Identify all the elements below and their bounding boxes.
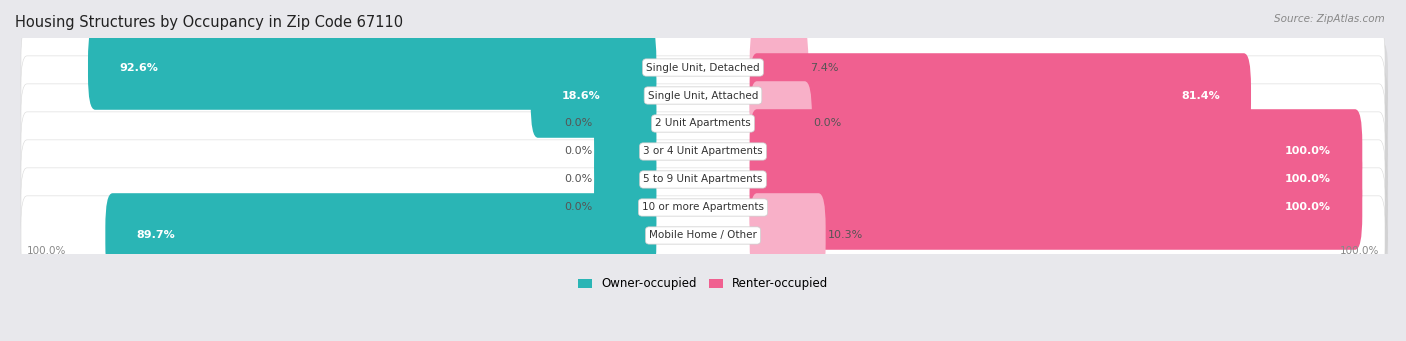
Text: 10.3%: 10.3% [828, 231, 863, 240]
Text: 7.4%: 7.4% [810, 62, 838, 73]
Text: 0.0%: 0.0% [814, 119, 842, 129]
Text: 100.0%: 100.0% [1285, 203, 1331, 212]
Text: Single Unit, Attached: Single Unit, Attached [648, 90, 758, 101]
FancyBboxPatch shape [595, 165, 657, 250]
Legend: Owner-occupied, Renter-occupied: Owner-occupied, Renter-occupied [572, 273, 834, 295]
Text: 100.0%: 100.0% [1285, 147, 1331, 157]
Text: 2 Unit Apartments: 2 Unit Apartments [655, 119, 751, 129]
FancyBboxPatch shape [89, 25, 657, 110]
FancyBboxPatch shape [24, 126, 1388, 205]
Text: Source: ZipAtlas.com: Source: ZipAtlas.com [1274, 14, 1385, 24]
FancyBboxPatch shape [24, 182, 1388, 261]
FancyBboxPatch shape [21, 56, 1385, 135]
FancyBboxPatch shape [21, 168, 1385, 247]
Text: 100.0%: 100.0% [27, 246, 66, 256]
Text: Housing Structures by Occupancy in Zip Code 67110: Housing Structures by Occupancy in Zip C… [15, 15, 404, 30]
Text: 0.0%: 0.0% [564, 119, 592, 129]
Text: 3 or 4 Unit Apartments: 3 or 4 Unit Apartments [643, 147, 763, 157]
FancyBboxPatch shape [21, 112, 1385, 191]
Text: 92.6%: 92.6% [120, 62, 157, 73]
Text: 0.0%: 0.0% [564, 147, 592, 157]
Text: 100.0%: 100.0% [1340, 246, 1379, 256]
Text: 0.0%: 0.0% [564, 203, 592, 212]
Text: Single Unit, Detached: Single Unit, Detached [647, 62, 759, 73]
FancyBboxPatch shape [21, 84, 1385, 163]
Text: 18.6%: 18.6% [562, 90, 600, 101]
FancyBboxPatch shape [595, 137, 657, 222]
FancyBboxPatch shape [749, 165, 1362, 250]
FancyBboxPatch shape [24, 210, 1388, 289]
FancyBboxPatch shape [21, 140, 1385, 219]
FancyBboxPatch shape [24, 98, 1388, 177]
FancyBboxPatch shape [595, 81, 657, 166]
Text: 100.0%: 100.0% [1285, 175, 1331, 184]
FancyBboxPatch shape [24, 154, 1388, 233]
Text: 81.4%: 81.4% [1181, 90, 1220, 101]
FancyBboxPatch shape [749, 193, 825, 278]
FancyBboxPatch shape [105, 193, 657, 278]
Text: 5 to 9 Unit Apartments: 5 to 9 Unit Apartments [644, 175, 762, 184]
FancyBboxPatch shape [749, 25, 808, 110]
FancyBboxPatch shape [21, 28, 1385, 107]
FancyBboxPatch shape [595, 109, 657, 194]
FancyBboxPatch shape [24, 70, 1388, 149]
Text: 10 or more Apartments: 10 or more Apartments [643, 203, 763, 212]
FancyBboxPatch shape [749, 137, 1362, 222]
Text: 89.7%: 89.7% [136, 231, 176, 240]
FancyBboxPatch shape [21, 196, 1385, 275]
Text: 0.0%: 0.0% [564, 175, 592, 184]
FancyBboxPatch shape [749, 109, 1362, 194]
FancyBboxPatch shape [749, 53, 1251, 138]
FancyBboxPatch shape [749, 81, 811, 166]
FancyBboxPatch shape [530, 53, 657, 138]
Text: Mobile Home / Other: Mobile Home / Other [650, 231, 756, 240]
FancyBboxPatch shape [24, 42, 1388, 121]
